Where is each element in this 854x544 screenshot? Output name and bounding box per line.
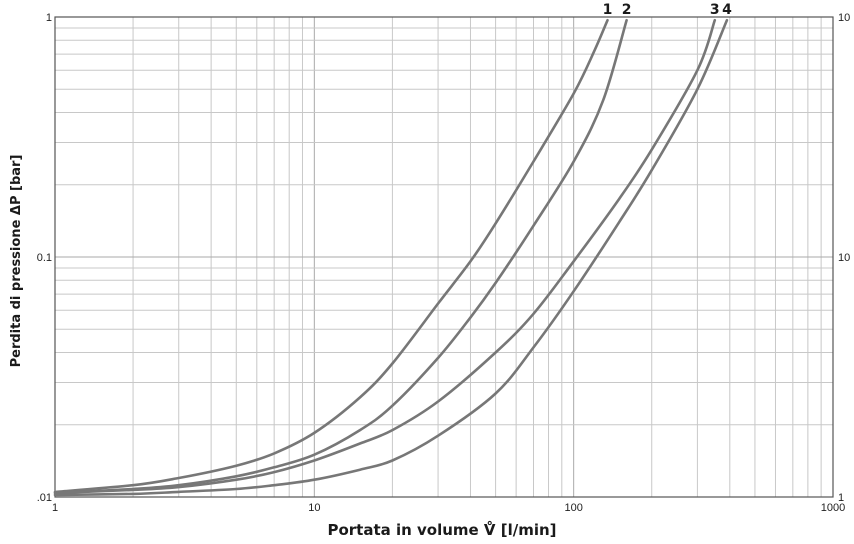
x-tick-label: 1000 bbox=[821, 502, 845, 514]
y-tick-label-right: 10 bbox=[838, 12, 850, 24]
y-tick-label-right: 1 bbox=[838, 492, 844, 504]
y-tick-label-left: 1 bbox=[46, 12, 52, 24]
x-tick-label: 100 bbox=[564, 502, 582, 514]
curve-1 bbox=[53, 18, 609, 494]
y-tick-labels-left: .01 0.1 1 bbox=[37, 12, 52, 504]
curve-2 bbox=[53, 18, 628, 495]
plot-frame bbox=[54, 16, 834, 498]
y-tick-label-left: 0.1 bbox=[37, 252, 52, 264]
x-axis-label: Portata in volume V̊ [l/min] bbox=[327, 520, 556, 539]
y-tick-labels-right: 1 10 10 bbox=[838, 12, 850, 504]
y-tick-label-right: 10 bbox=[838, 252, 850, 264]
y-axis-label: Perdita di pressione ΔP [bar] bbox=[9, 155, 24, 368]
curve-label-4: 4 bbox=[722, 2, 732, 18]
curves bbox=[53, 18, 729, 497]
x-tick-label: 1 bbox=[52, 502, 58, 514]
y-tick-label-left: .01 bbox=[37, 492, 52, 504]
curve-4 bbox=[53, 18, 729, 497]
grid bbox=[54, 17, 833, 498]
x-tick-labels: 1 10 100 1000 bbox=[52, 502, 845, 514]
curve-label-2: 2 bbox=[622, 2, 632, 18]
curve-3 bbox=[53, 18, 717, 495]
curve-label-1: 1 bbox=[603, 2, 613, 18]
curve-label-3: 3 bbox=[710, 2, 720, 18]
x-tick-label: 10 bbox=[308, 502, 320, 514]
